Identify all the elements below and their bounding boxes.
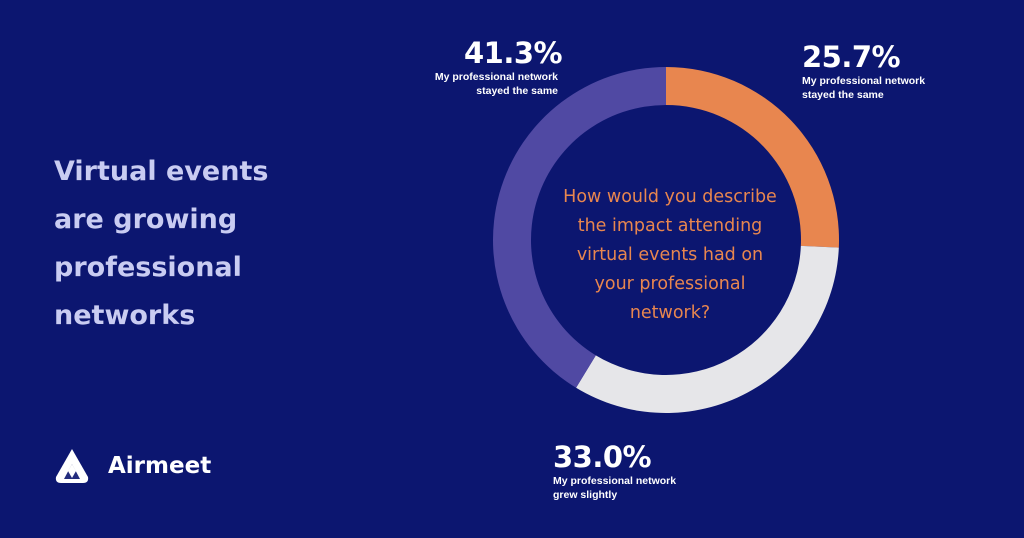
slice-description-label: My professional network stayed the same	[802, 75, 926, 101]
airmeet-logo-icon	[55, 449, 89, 483]
donut-slice	[666, 67, 840, 248]
slice-value-label: 33.0%	[553, 440, 652, 474]
donut-slice	[576, 245, 839, 413]
slice-description-label: My professional network stayed the same	[434, 71, 558, 97]
brand-name: Airmeet	[108, 453, 212, 479]
chart-title: How would you describe the impact attend…	[563, 187, 777, 323]
slice-value-label: 41.3%	[464, 36, 563, 70]
headline: Virtual events are growing professional …	[54, 156, 269, 331]
brand: Airmeet	[52, 446, 211, 486]
slice-description-label: My professional network grew slightly	[553, 475, 677, 501]
slice-value-label: 25.7%	[802, 40, 901, 74]
donut-slice	[493, 67, 666, 388]
